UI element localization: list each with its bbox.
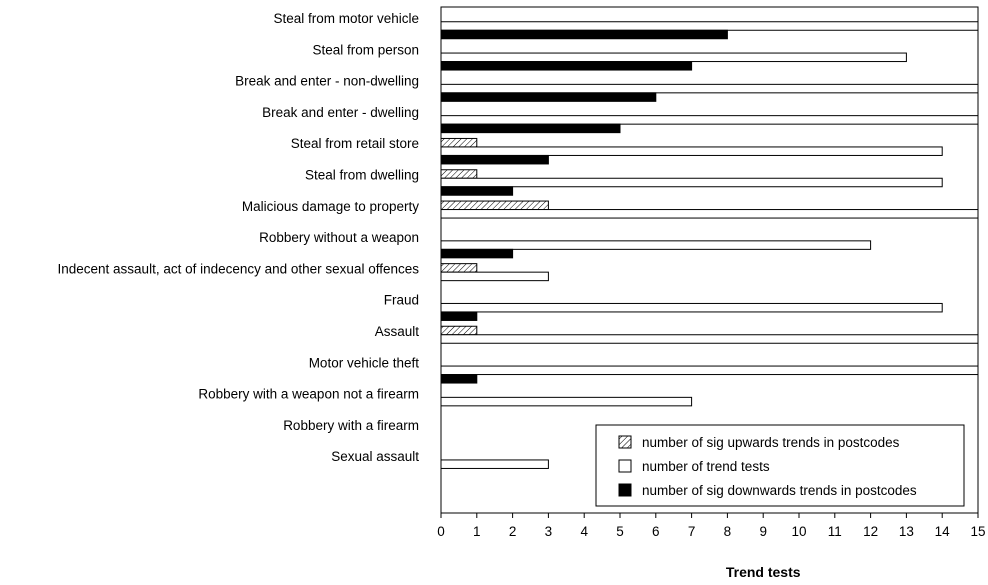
bar-trend-tests: [440, 302, 943, 313]
x-tick-label: 13: [899, 524, 914, 539]
bar-trend-tests: [440, 115, 979, 125]
legend-box: [595, 424, 965, 507]
bar-trend-tests: [440, 396, 693, 407]
bar-upwards: [440, 137, 478, 148]
bar-trend-tests: [440, 83, 979, 94]
category-label: Motor vehicle theft: [309, 355, 420, 370]
x-tick-label: 1: [473, 524, 481, 539]
category-label: Robbery with a weapon not a firearm: [198, 387, 419, 402]
x-tick-label: 14: [935, 524, 951, 539]
category-label: Assault: [375, 324, 420, 339]
x-tick-label: 15: [970, 524, 985, 539]
x-tick-label: 10: [791, 524, 806, 539]
legend-label: number of sig downwards trends in postco…: [642, 483, 917, 498]
legend-swatch: [618, 435, 632, 449]
category-label: Fraud: [384, 293, 419, 308]
bar-upwards: [440, 263, 478, 273]
x-tick-label: 8: [724, 524, 732, 539]
bar-upwards: [440, 169, 478, 179]
x-tick-label: 7: [688, 524, 696, 539]
category-label: Break and enter - dwelling: [262, 105, 419, 120]
bar-downwards: [440, 154, 549, 165]
category-label: Break and enter - non-dwelling: [235, 74, 419, 89]
bar-downwards: [440, 123, 621, 134]
bar-downwards: [440, 311, 478, 321]
bar-downwards: [440, 61, 693, 71]
x-tick-label: 9: [759, 524, 767, 539]
bar-downwards: [440, 248, 514, 259]
x-tick-label: 5: [616, 524, 624, 539]
x-tick-label: 0: [437, 524, 445, 539]
category-label: Steal from retail store: [291, 136, 419, 151]
bar-trend-tests: [440, 21, 979, 31]
bar-trend-tests: [440, 146, 943, 156]
x-tick-label: 6: [652, 524, 660, 539]
bar-downwards: [440, 186, 514, 196]
bar-upwards: [440, 325, 478, 336]
category-label: Robbery without a weapon: [259, 230, 419, 245]
legend-swatch: [618, 459, 632, 473]
bar-trend-tests: [440, 271, 549, 282]
bar-trend-tests: [440, 459, 549, 469]
category-label: Steal from dwelling: [305, 168, 419, 183]
bar-trend-tests: [440, 334, 979, 344]
legend: number of sig upwards trends in postcode…: [595, 424, 965, 507]
legend-label: number of sig upwards trends in postcode…: [642, 435, 900, 450]
category-labels: Steal from motor vehicle Steal from perso…: [58, 11, 420, 464]
legend-swatch: [618, 483, 632, 497]
x-tick-label: 11: [828, 524, 842, 539]
bar-trend-tests: [440, 177, 943, 188]
category-label: Steal from person: [312, 42, 419, 57]
category-label: Steal from motor vehicle: [273, 11, 419, 26]
category-label: Indecent assault, act of indecency and o…: [58, 261, 420, 276]
bar-trend-tests: [440, 240, 872, 250]
plot-border: [440, 6, 979, 514]
bar-trend-tests: [440, 52, 907, 63]
bars-group: [440, 21, 979, 469]
x-tick-label: 12: [863, 524, 878, 539]
x-axis: 0 1 2 3 4 5 6 7 8 9 10 11 12 13 14 15: [437, 513, 986, 539]
bar-downwards: [440, 374, 478, 384]
bar-downwards: [440, 29, 728, 40]
bar-upwards: [440, 200, 549, 211]
category-label: Sexual assault: [331, 449, 419, 464]
x-tick-label: 4: [580, 524, 588, 539]
category-label: Robbery with a firearm: [283, 418, 419, 433]
x-axis-title: Trend tests: [726, 564, 801, 580]
x-tick-label: 3: [545, 524, 553, 539]
category-label: Malicious damage to property: [242, 199, 419, 214]
plot-area: [440, 6, 979, 514]
bar-trend-tests: [440, 365, 979, 376]
bar-downwards: [440, 92, 657, 102]
x-tick-label: 2: [509, 524, 517, 539]
bar-trend-tests: [440, 209, 979, 219]
legend-label: number of trend tests: [642, 459, 770, 474]
